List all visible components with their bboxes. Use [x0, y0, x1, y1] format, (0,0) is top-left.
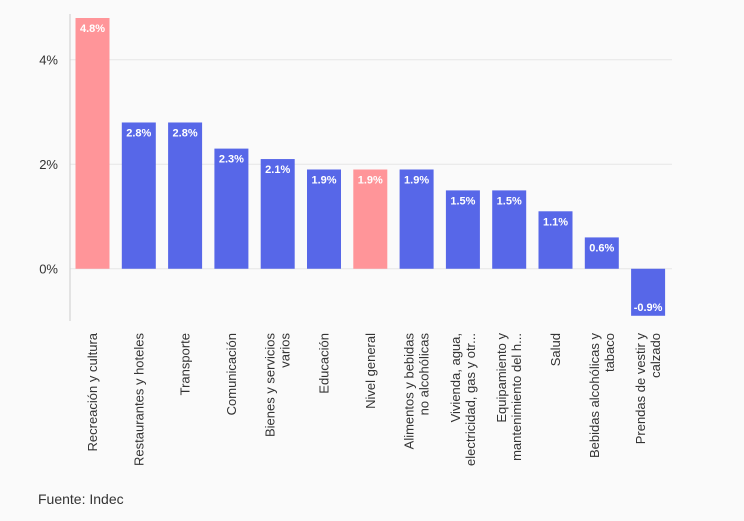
category-label-line: Bebidas alcohólicas y — [587, 333, 602, 459]
category-label-line: Equipamiento y — [494, 333, 509, 423]
bar[interactable] — [538, 211, 573, 269]
bar[interactable] — [353, 169, 388, 269]
bar[interactable] — [445, 190, 480, 269]
category-label-line: Recreación y cultura — [85, 332, 100, 451]
category-label: Vivienda, agua, electricidad, gas y otr..… — [448, 333, 478, 466]
data-label: 1.5% — [450, 195, 475, 207]
data-label: 1.9% — [311, 175, 336, 187]
category-label: Bebidas alcohólicas y tabaco — [587, 333, 617, 459]
category-label: Transporte — [178, 333, 193, 395]
category-label-line: Transporte — [178, 333, 193, 395]
category-label-line: varios — [278, 333, 293, 368]
data-label: 1.9% — [404, 175, 429, 187]
category-label-line: no alcohólicas — [417, 333, 432, 416]
source-note: Fuente: Indec — [38, 491, 124, 507]
category-label-line: Prendas de vestir y — [633, 333, 648, 445]
category-label: Alimentos y bebidas no alcohólicas — [402, 333, 432, 450]
bar[interactable] — [168, 122, 203, 269]
category-label: Bienes y servicios varios — [263, 333, 293, 438]
category-label: Comunicación — [224, 333, 239, 415]
bar[interactable] — [631, 268, 666, 316]
category-label-line: Educación — [317, 333, 332, 394]
category-label-line: tabaco — [602, 333, 617, 372]
category-label-line: Restaurantes y hoteles — [131, 333, 146, 466]
bar[interactable] — [584, 237, 619, 269]
bar[interactable] — [399, 169, 434, 269]
category-label: Nivel general — [363, 333, 378, 409]
bar[interactable] — [260, 159, 295, 269]
data-label: 0.6% — [589, 242, 614, 254]
data-label: -0.9% — [634, 302, 663, 314]
category-label: Recreación y cultura — [85, 332, 100, 451]
category-label: Equipamiento y mantenimiento del h... — [494, 333, 524, 461]
category-label: Salud — [548, 333, 563, 366]
category-label-line: Nivel general — [363, 333, 378, 409]
bar[interactable] — [121, 122, 156, 269]
category-label-line: calzado — [648, 333, 663, 378]
category-label: Restaurantes y hoteles — [131, 333, 146, 466]
category-label: Prendas de vestir y calzado — [633, 333, 663, 445]
bar[interactable] — [75, 18, 110, 269]
category-label-line: Salud — [548, 333, 563, 366]
category-label-line: Alimentos y bebidas — [402, 333, 417, 450]
data-label: 2.1% — [265, 164, 290, 176]
category-label-line: mantenimiento del h... — [509, 333, 524, 461]
data-label: 2.3% — [219, 154, 244, 166]
data-label: 1.9% — [358, 175, 383, 187]
data-label: 1.1% — [543, 216, 568, 228]
category-label-line: electricidad, gas y otr... — [463, 333, 478, 466]
y-tick-label: 2% — [39, 157, 58, 172]
bar[interactable] — [307, 169, 341, 269]
y-tick-label: 0% — [39, 261, 58, 276]
category-label-line: Bienes y servicios — [263, 333, 278, 438]
data-label: 2.8% — [126, 127, 151, 139]
category-label-line: Vivienda, agua, — [448, 333, 463, 422]
data-label: 4.8% — [80, 23, 105, 35]
data-label: 1.5% — [497, 195, 522, 207]
y-tick-label: 4% — [39, 52, 58, 67]
bar[interactable] — [214, 148, 249, 269]
category-label-line: Comunicación — [224, 333, 239, 415]
data-label: 2.8% — [173, 127, 198, 139]
category-label: Educación — [317, 333, 332, 394]
bar[interactable] — [492, 190, 527, 269]
